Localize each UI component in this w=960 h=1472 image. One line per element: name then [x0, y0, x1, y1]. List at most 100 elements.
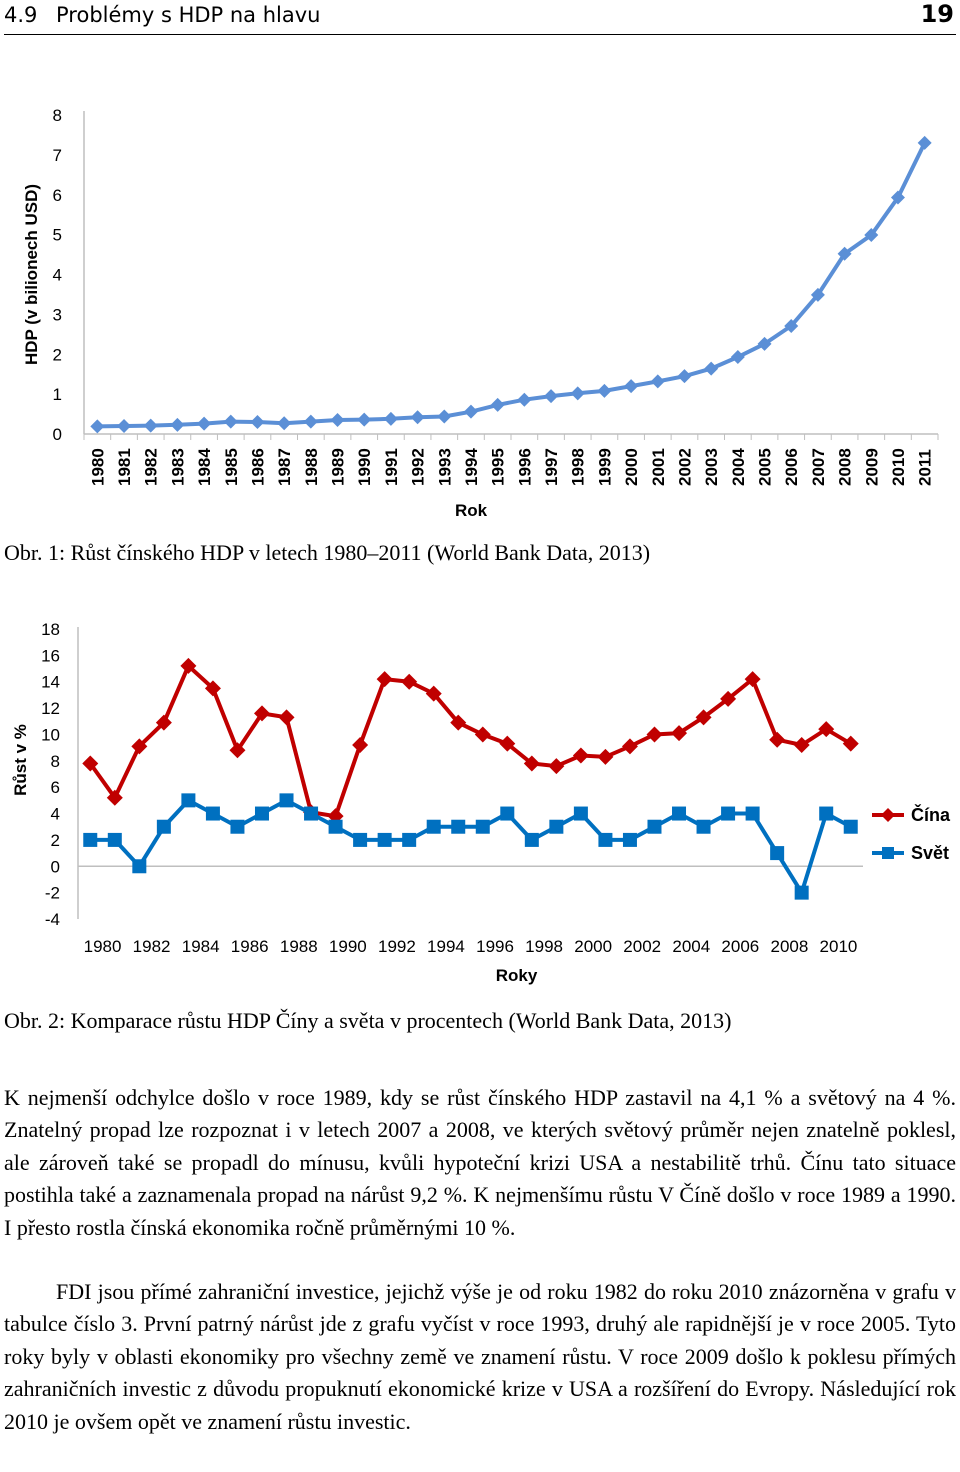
- data-point: [818, 721, 835, 738]
- x-tick-label: 2006: [782, 448, 801, 486]
- data-point: [426, 819, 441, 834]
- page-number: 19: [920, 0, 954, 28]
- x-tick-label: 1996: [476, 937, 514, 956]
- y-tick-label: 3: [53, 305, 62, 324]
- data-point: [784, 318, 799, 333]
- data-point: [223, 414, 238, 429]
- data-point: [250, 415, 265, 430]
- y-tick-label: -4: [45, 910, 60, 929]
- data-point: [819, 806, 834, 821]
- y-tick-label: 0: [51, 857, 60, 876]
- paragraph-2: FDI jsou přímé zahraniční investice, jej…: [4, 1279, 956, 1434]
- legend-label: Čína: [911, 804, 951, 825]
- data-point: [843, 819, 858, 834]
- y-tick-label: 18: [41, 620, 60, 639]
- y-tick-label: 12: [41, 699, 60, 718]
- data-point: [229, 742, 246, 759]
- y-tick-label: 6: [51, 778, 60, 797]
- x-axis-title: Rok: [455, 501, 488, 520]
- data-point: [204, 680, 221, 697]
- data-point: [647, 819, 662, 834]
- data-point: [842, 735, 859, 752]
- data-point: [180, 657, 197, 674]
- data-point: [730, 350, 745, 365]
- x-tick-label: 1995: [489, 448, 508, 486]
- x-tick-label: 1999: [595, 448, 614, 486]
- x-tick-label: 2006: [721, 937, 759, 956]
- data-point: [524, 832, 539, 847]
- series-line-china: [88, 662, 852, 819]
- x-tick-label: 1987: [275, 448, 294, 486]
- data-point: [695, 709, 712, 726]
- data-point: [837, 246, 852, 261]
- y-tick-label: 8: [53, 106, 62, 125]
- data-point: [410, 410, 425, 425]
- data-point: [278, 709, 295, 726]
- data-point: [170, 417, 185, 432]
- data-point: [549, 819, 564, 834]
- data-point: [677, 369, 692, 384]
- data-point: [451, 819, 466, 834]
- y-tick-label: -2: [45, 884, 60, 903]
- y-axis-title: Růst v %: [11, 724, 30, 796]
- x-tick-label: 2004: [729, 448, 748, 486]
- x-tick-label: 1984: [182, 937, 220, 956]
- x-tick-label: 2008: [836, 448, 855, 486]
- data-point: [523, 755, 540, 772]
- x-tick-label: 1990: [355, 448, 374, 486]
- data-point: [328, 819, 343, 834]
- y-tick-label: 8: [51, 752, 60, 771]
- x-tick-label: 2004: [672, 937, 710, 956]
- data-point: [474, 726, 491, 743]
- data-point: [624, 379, 639, 394]
- series-line-world: [90, 797, 852, 898]
- x-tick-label: 1993: [435, 448, 454, 486]
- y-tick-label: 14: [41, 673, 60, 692]
- data-point: [548, 758, 565, 775]
- data-point: [720, 690, 737, 707]
- data-point: [107, 832, 122, 847]
- section-number: 4.9: [4, 3, 38, 27]
- legend-marker: [882, 847, 894, 859]
- data-point: [704, 361, 719, 376]
- data-point: [402, 832, 417, 847]
- data-point: [794, 885, 809, 900]
- figure1-caption: Obr. 1: Růst čínského HDP v letech 1980–…: [4, 540, 651, 565]
- x-tick-label: 1998: [525, 937, 563, 956]
- figure2-caption: Obr. 2: Komparace růstu HDP Číny a světa…: [4, 1008, 732, 1033]
- x-tick-label: 1982: [142, 448, 161, 486]
- x-tick-label: 2003: [702, 448, 721, 486]
- y-tick-label: 1: [53, 385, 62, 404]
- data-point: [757, 336, 772, 351]
- data-point: [572, 747, 589, 764]
- x-tick-label: 1990: [329, 937, 367, 956]
- data-point: [793, 737, 810, 753]
- x-tick-label: 1988: [302, 448, 321, 486]
- data-point: [181, 793, 196, 808]
- x-tick-label: 2000: [574, 937, 612, 956]
- data-point: [463, 404, 478, 419]
- x-tick-label: 1991: [382, 448, 401, 486]
- data-point: [672, 806, 687, 821]
- x-tick-label: 1983: [168, 448, 187, 486]
- data-point: [490, 397, 505, 412]
- y-tick-label: 6: [53, 186, 62, 205]
- x-tick-label: 1992: [378, 937, 416, 956]
- data-point: [82, 755, 99, 772]
- data-point: [721, 806, 736, 821]
- x-tick-label: 1996: [515, 448, 534, 486]
- y-tick-label: 5: [53, 226, 62, 245]
- y-tick-label: 0: [53, 425, 62, 444]
- data-point: [475, 819, 490, 834]
- x-tick-label: 2008: [770, 937, 808, 956]
- data-point: [131, 738, 148, 755]
- series-line: [97, 142, 927, 429]
- data-point: [425, 685, 442, 702]
- data-point: [253, 705, 270, 722]
- data-point: [83, 832, 98, 847]
- data-point: [770, 846, 785, 861]
- data-point: [106, 789, 123, 806]
- data-point: [132, 859, 147, 874]
- data-point: [917, 135, 932, 150]
- x-tick-label: 1994: [427, 937, 465, 956]
